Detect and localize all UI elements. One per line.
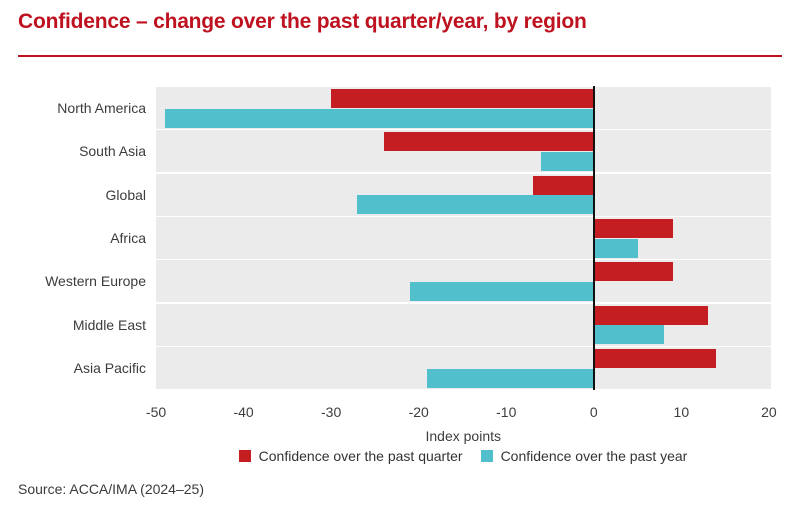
bar-year-africa bbox=[593, 238, 638, 258]
bar-quarter-asia-pacific bbox=[593, 349, 717, 369]
x-tick-label: 0 bbox=[589, 404, 598, 420]
legend-label: Confidence over the past quarter bbox=[258, 448, 463, 464]
x-tick-label: -40 bbox=[233, 404, 254, 420]
bar-quarter-africa bbox=[593, 219, 673, 239]
x-tick-label: -20 bbox=[408, 404, 429, 420]
page-title: Confidence – change over the past quarte… bbox=[18, 10, 587, 33]
row-label-global: Global bbox=[105, 186, 146, 203]
row-label-south-asia: South Asia bbox=[79, 143, 146, 160]
row-label-north-america: North America bbox=[57, 100, 146, 116]
chart-band bbox=[155, 217, 771, 260]
x-tick-label: -30 bbox=[321, 404, 342, 420]
x-tick-label: -50 bbox=[145, 404, 167, 420]
bar-quarter-south-asia bbox=[383, 132, 594, 152]
legend-item-year: Confidence over the past year bbox=[480, 448, 688, 464]
legend-swatch-year bbox=[480, 450, 493, 462]
bar-quarter-global bbox=[532, 175, 594, 195]
legend-item-quarter: Confidence over the past quarter bbox=[238, 448, 463, 464]
bar-year-western-europe bbox=[409, 281, 594, 301]
bar-year-south-asia bbox=[541, 151, 594, 171]
row-label-western-europe: Western Europe bbox=[45, 273, 146, 290]
zero-axis-line bbox=[593, 86, 595, 391]
bar-year-middle-east bbox=[593, 325, 664, 345]
bar-year-global bbox=[357, 195, 594, 215]
x-tick-label: -10 bbox=[496, 404, 517, 420]
x-tick-label: 10 bbox=[673, 404, 690, 420]
row-label-africa: Africa bbox=[110, 230, 146, 247]
x-tick-label: 20 bbox=[761, 404, 777, 420]
row-label-asia-pacific: Asia Pacific bbox=[73, 360, 146, 377]
bar-year-asia-pacific bbox=[427, 368, 594, 388]
row-label-middle-east: Middle East bbox=[72, 316, 146, 333]
legend-swatch-quarter bbox=[238, 450, 251, 462]
legend-label: Confidence over the past year bbox=[500, 448, 688, 464]
bar-quarter-middle-east bbox=[593, 305, 708, 325]
source-text: Source: ACCA/IMA (2024–25) bbox=[18, 481, 204, 497]
bar-quarter-western-europe bbox=[593, 262, 673, 282]
title-underline bbox=[18, 55, 782, 57]
chart-legend: Confidence over the past quarter Confiden… bbox=[155, 448, 771, 464]
bar-quarter-north-america bbox=[331, 89, 594, 108]
x-axis-title: Index points bbox=[425, 428, 502, 444]
bar-year-north-america bbox=[164, 108, 594, 128]
